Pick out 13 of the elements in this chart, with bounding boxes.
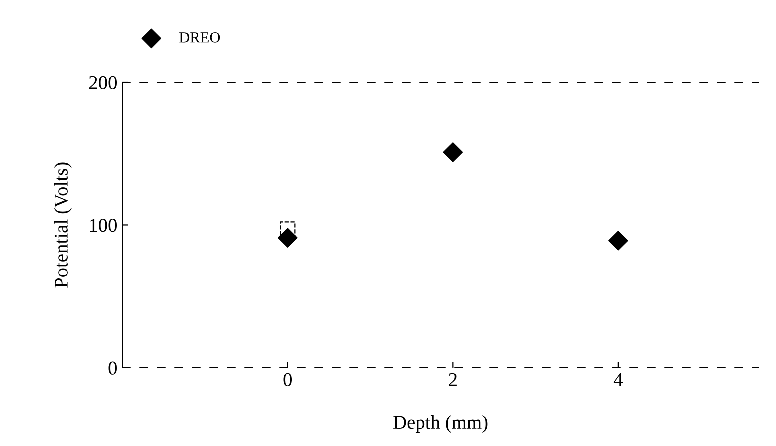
y-axis-title: Potential (Volts) bbox=[54, 162, 72, 288]
point bbox=[608, 231, 628, 251]
x-tick-label: 4 bbox=[614, 374, 623, 386]
y-tick-label: 100 bbox=[90, 219, 118, 232]
x-tick-label: 0 bbox=[284, 373, 292, 386]
x-tick-label: 2 bbox=[449, 373, 457, 386]
y-tick-label: 200 bbox=[89, 76, 118, 90]
point bbox=[443, 142, 464, 162]
legend-label: DREO bbox=[180, 32, 220, 43]
point bbox=[278, 228, 298, 248]
x-axis-title: Depth (mm) bbox=[394, 415, 488, 434]
y-tick-label: 0 bbox=[108, 362, 118, 375]
point bbox=[280, 222, 296, 238]
